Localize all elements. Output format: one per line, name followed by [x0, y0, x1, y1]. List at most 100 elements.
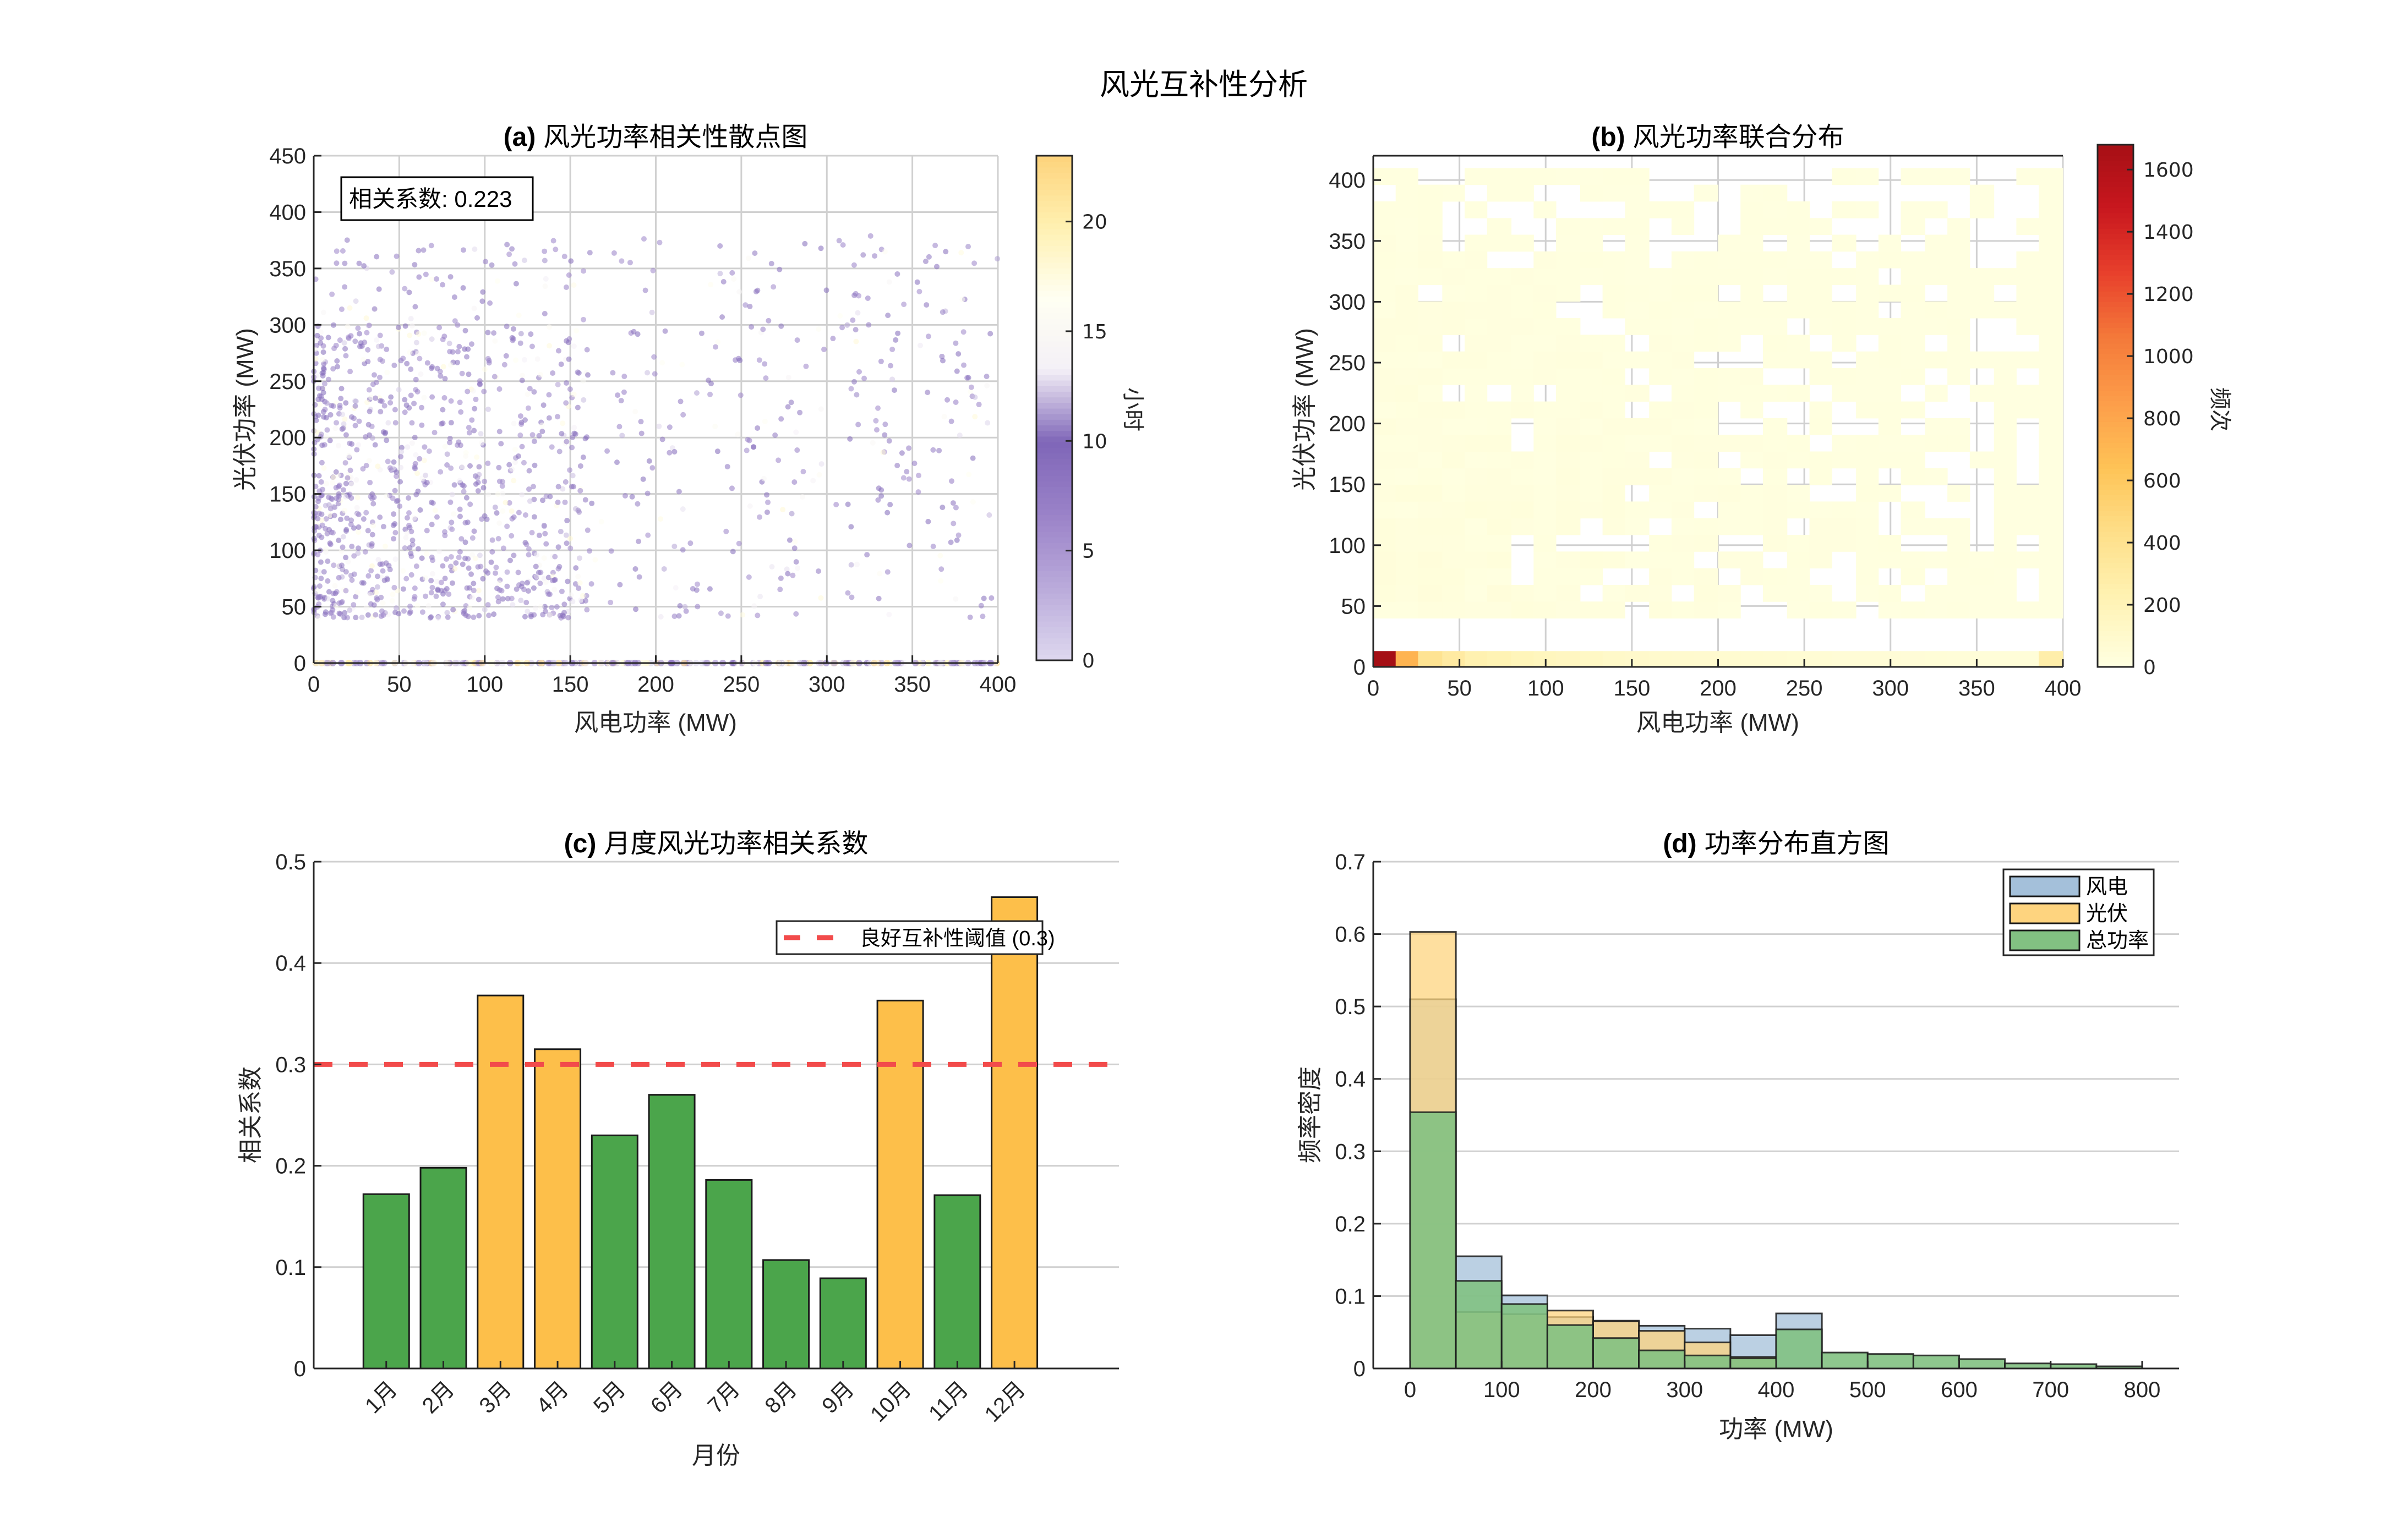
scatter-point: [542, 283, 548, 289]
colorbar-segment: [1036, 267, 1072, 274]
y-tick-label: 0: [1353, 1357, 1366, 1381]
scatter-point: [392, 556, 398, 562]
scatter-point: [514, 586, 520, 592]
scatter-point: [708, 381, 714, 387]
hist-bar-总功率: [1546, 1324, 1594, 1370]
scatter-point: [412, 466, 418, 472]
heatmap-cell: [1625, 318, 1650, 335]
heatmap-cell: [1762, 535, 1788, 552]
x-tick-label: 200: [1700, 676, 1737, 700]
heatmap-cell: [1718, 251, 1741, 269]
scatter-point: [948, 539, 954, 545]
scatter-point: [573, 565, 579, 571]
colorbar-segment: [2098, 145, 2133, 151]
scatter-point: [878, 493, 884, 499]
scatter-point: [457, 442, 463, 448]
scatter-point: [566, 356, 572, 362]
scatter-point: [764, 509, 770, 515]
heatmap-cell: [1580, 268, 1603, 285]
heatmap-cell-zero-pv: [1809, 651, 1832, 667]
scatter-point: [423, 271, 429, 277]
heatmap-cell: [1649, 335, 1672, 352]
heatmap-cell: [1649, 584, 1672, 602]
heatmap-cell: [1718, 385, 1741, 402]
scatter-point: [356, 260, 362, 266]
scatter-point: [984, 374, 990, 380]
heatmap-cell: [1442, 284, 1465, 302]
heatmap-cell: [1487, 368, 1512, 385]
scatter-point: [464, 585, 470, 591]
heatmap-cell: [1787, 485, 1810, 502]
scatter-point: [970, 455, 976, 461]
scatter-point: [564, 439, 570, 445]
scatter-point: [316, 402, 323, 408]
scatter-point: [531, 389, 537, 395]
scatter-point: [462, 555, 468, 561]
scatter-point: [368, 601, 374, 607]
scatter-point: [447, 435, 453, 441]
heatmap-cell: [1947, 518, 1970, 535]
colorbar-segment: [1036, 593, 1072, 599]
scatter-point: [325, 578, 331, 584]
heatmap-cell: [1418, 301, 1443, 319]
heatmap-cell: [1556, 451, 1581, 469]
scatter-point: [785, 571, 791, 577]
scatter-point: [543, 276, 549, 282]
scatter-point: [531, 439, 537, 445]
scatter-point: [636, 538, 642, 544]
colorbar-segment: [1036, 536, 1072, 544]
scatter-point: [509, 466, 515, 472]
scatter-point: [384, 346, 390, 352]
heatmap-cell: [1533, 368, 1557, 385]
scatter-point: [414, 470, 421, 477]
heatmap-cell: [1969, 601, 1995, 619]
colorbar-segment: [1036, 441, 1072, 448]
scatter-point: [397, 479, 403, 485]
scatter-point: [471, 581, 477, 587]
heatmap-cell: [1994, 451, 2017, 469]
colorbar-segment: [2098, 160, 2133, 166]
scatter-point: [780, 507, 786, 513]
scatter-point: [517, 432, 523, 439]
scatter-point: [818, 406, 824, 412]
heatmap-cell: [1418, 418, 1443, 435]
heatmap-cell: [1511, 401, 1534, 419]
colorbar-segment: [2098, 385, 2133, 391]
heatmap-cell: [1602, 418, 1625, 435]
scatter-point: [423, 472, 429, 478]
heatmap-cell: [1487, 535, 1512, 552]
scatter-point: [462, 327, 468, 333]
scatter-point: [940, 505, 946, 511]
heatmap-cell: [1487, 184, 1512, 202]
x-tick-label: 10月: [866, 1377, 916, 1427]
heatmap-cell: [1602, 301, 1625, 319]
scatter-point: [463, 612, 469, 618]
x-tick-label: 100: [1527, 676, 1564, 700]
heatmap-cell: [1487, 451, 1512, 469]
heatmap-cell: [1373, 251, 1396, 269]
legend-swatch-光伏: [2009, 902, 2081, 924]
scatter-point: [885, 313, 891, 319]
colorbar-segment: [1036, 559, 1072, 566]
scatter-point: [342, 346, 348, 352]
colorbar-segment: [1036, 621, 1072, 627]
heatmap-cell: [1878, 251, 1902, 269]
heatmap-cell: [1649, 351, 1672, 369]
bar-month-7: [705, 1179, 753, 1370]
heatmap-cell: [1556, 418, 1581, 435]
scatter-point: [459, 464, 465, 470]
scatter-point: [368, 395, 374, 401]
scatter-point: [448, 465, 454, 471]
scatter-point: [416, 274, 422, 280]
colorbar-segment: [1036, 211, 1072, 218]
heatmap-cell: [1465, 568, 1488, 585]
heatmap-cell: [1740, 251, 1763, 269]
scatter-point: [533, 573, 539, 579]
heatmap-cell: [1671, 551, 1695, 569]
scatter-point: [373, 395, 379, 401]
colorbar-segment: [1036, 391, 1072, 398]
scatter-point: [482, 478, 488, 484]
bar-month-3: [477, 994, 525, 1370]
